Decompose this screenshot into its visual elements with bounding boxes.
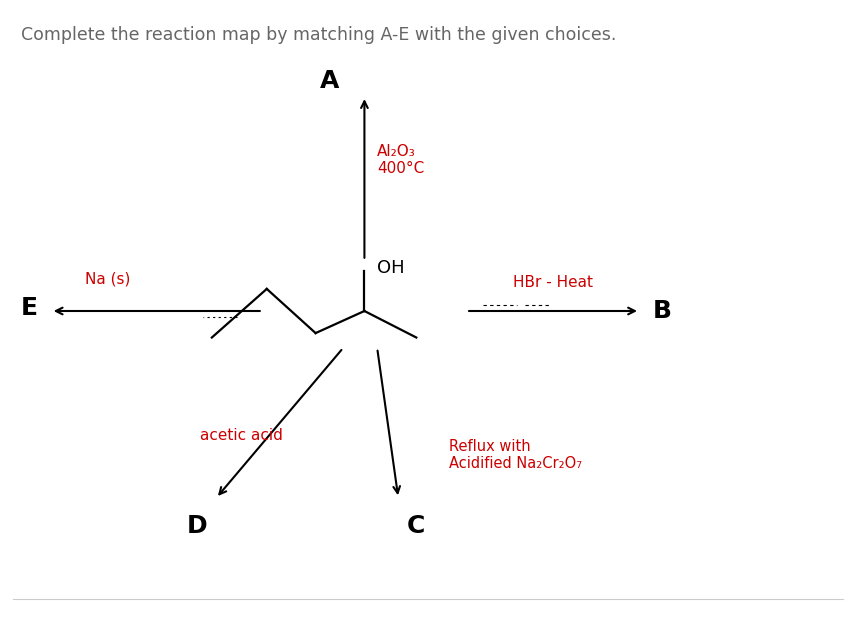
- Text: HBr - Heat: HBr - Heat: [513, 274, 593, 289]
- Text: A: A: [319, 69, 339, 93]
- Text: C: C: [407, 514, 425, 537]
- Text: B: B: [652, 299, 672, 323]
- Text: acetic acid: acetic acid: [200, 428, 283, 443]
- Text: Na (s): Na (s): [85, 271, 130, 287]
- Text: Complete the reaction map by matching A-E with the given choices.: Complete the reaction map by matching A-…: [21, 26, 616, 44]
- Text: D: D: [187, 514, 208, 537]
- Text: Reflux with
Acidified Na₂Cr₂O₇: Reflux with Acidified Na₂Cr₂O₇: [449, 439, 582, 471]
- Text: OH: OH: [377, 259, 405, 277]
- Text: Al₂O₃
400°C: Al₂O₃ 400°C: [377, 144, 425, 176]
- Text: E: E: [21, 296, 38, 320]
